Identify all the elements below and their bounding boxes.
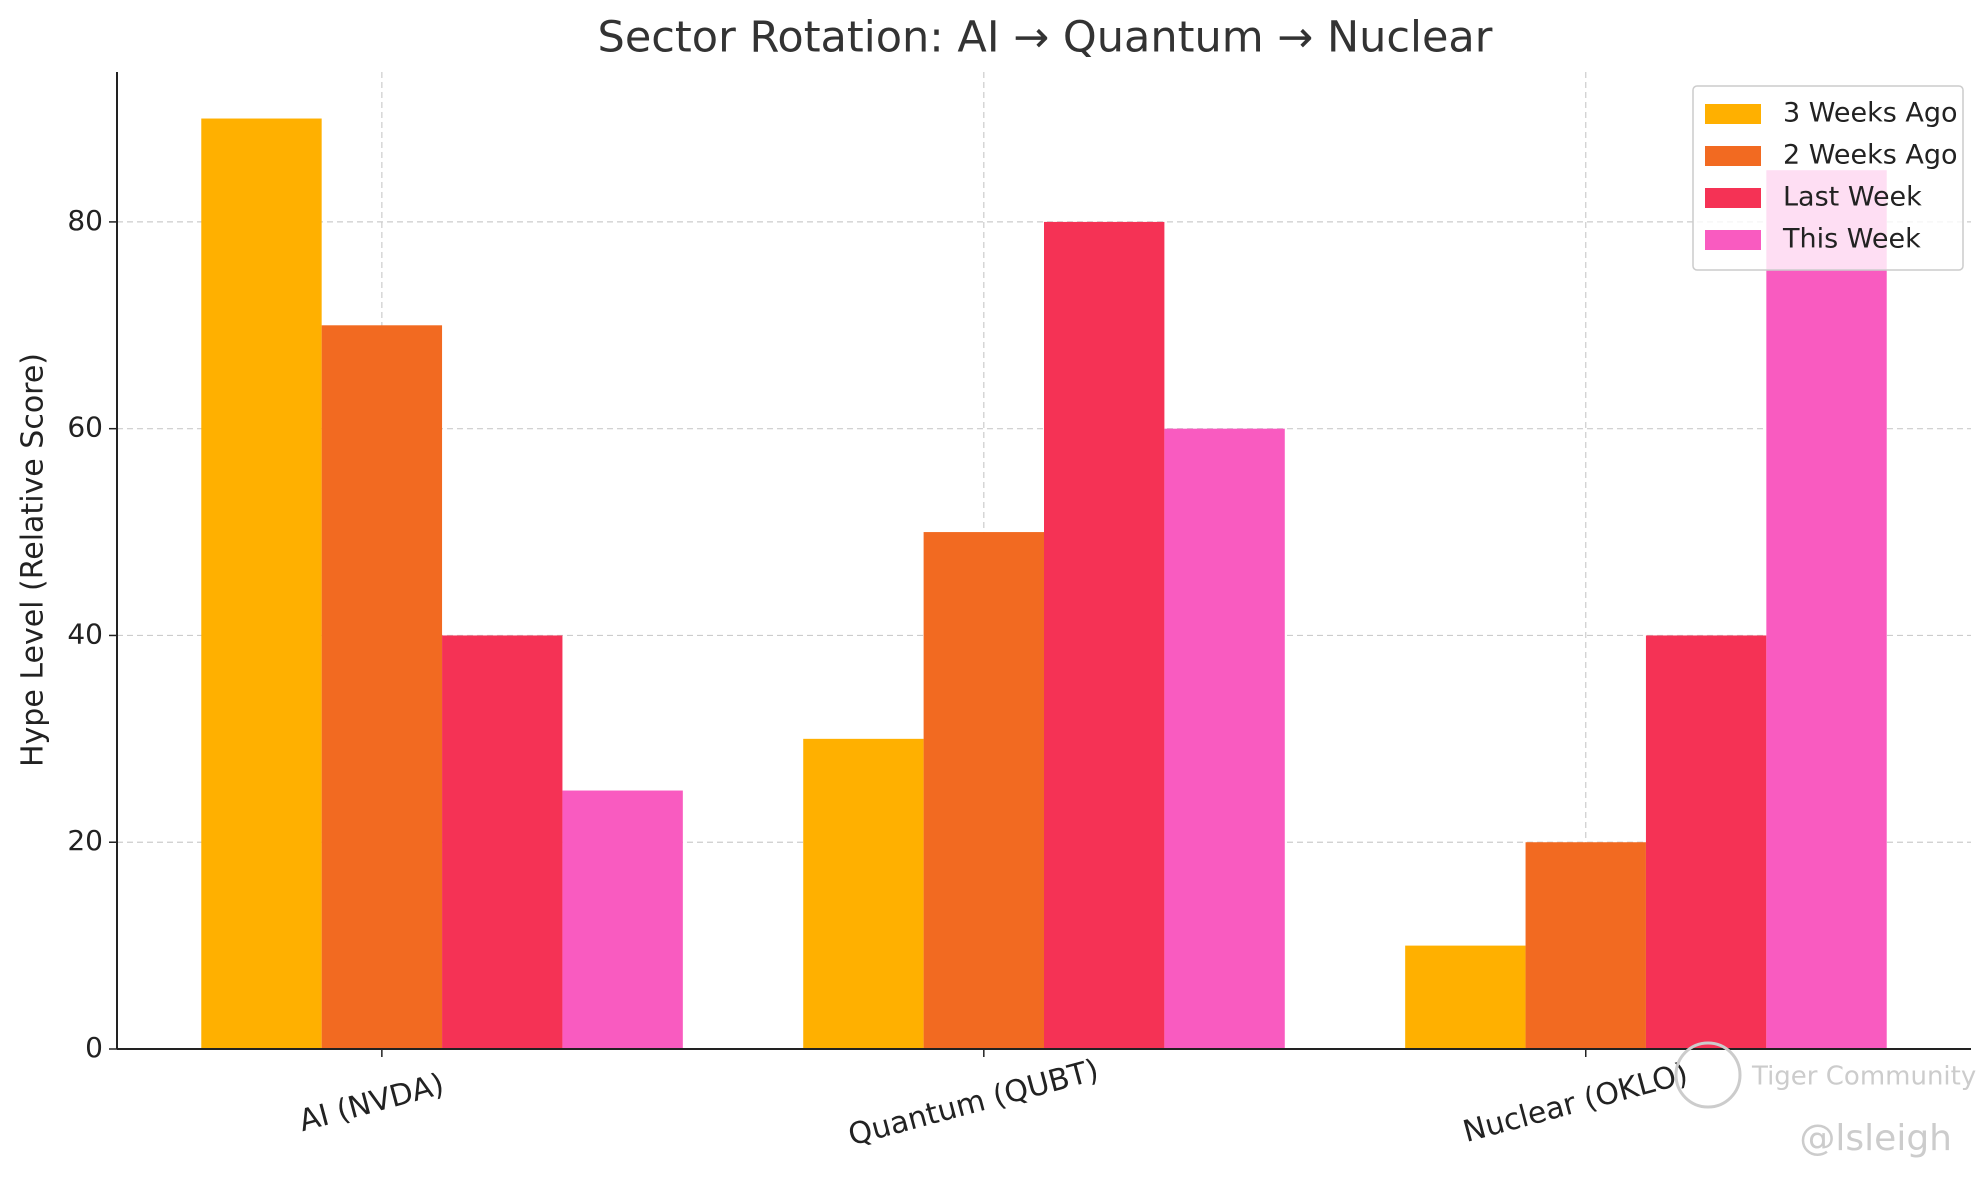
bar (1044, 221, 1165, 1050)
legend-label: 2 Weeks Ago (1783, 140, 1958, 171)
bar (1164, 428, 1285, 1050)
y-axis-label: Hype Level (Relative Score) (16, 353, 51, 767)
legend-swatch (1705, 104, 1761, 124)
legend: 3 Weeks Ago 2 Weeks Ago Last Week This Week (1692, 85, 1964, 271)
y-tick-label: 40 (67, 617, 103, 650)
y-tick-label: 60 (67, 411, 103, 444)
bar (442, 635, 563, 1049)
y-tick-label: 0 (85, 1031, 103, 1064)
chart-title: Sector Rotation: AI → Quantum → Nuclear (598, 13, 1493, 63)
legend-swatch (1705, 146, 1761, 166)
bar (803, 738, 924, 1049)
legend-label: Last Week (1783, 182, 1922, 213)
bar (562, 790, 683, 1049)
y-tick-label: 80 (67, 204, 103, 237)
legend-label: This Week (1782, 224, 1921, 255)
legend-swatch (1705, 230, 1761, 250)
watermark: Tiger Community (1751, 1062, 1976, 1092)
legend-label: 3 Weeks Ago (1783, 98, 1958, 129)
watermark-logo (1674, 1041, 1742, 1109)
bar (1525, 842, 1646, 1049)
bar (201, 118, 322, 1050)
legend-frame (1692, 85, 1964, 271)
y-tick-label: 20 (67, 824, 103, 857)
watermark: @lsleigh (1799, 1118, 1952, 1159)
bar (1645, 635, 1767, 1049)
bar (1766, 170, 1887, 1050)
legend-swatch (1705, 188, 1761, 208)
bar (923, 532, 1044, 1049)
bar (321, 325, 443, 1050)
bar (1405, 945, 1526, 1049)
